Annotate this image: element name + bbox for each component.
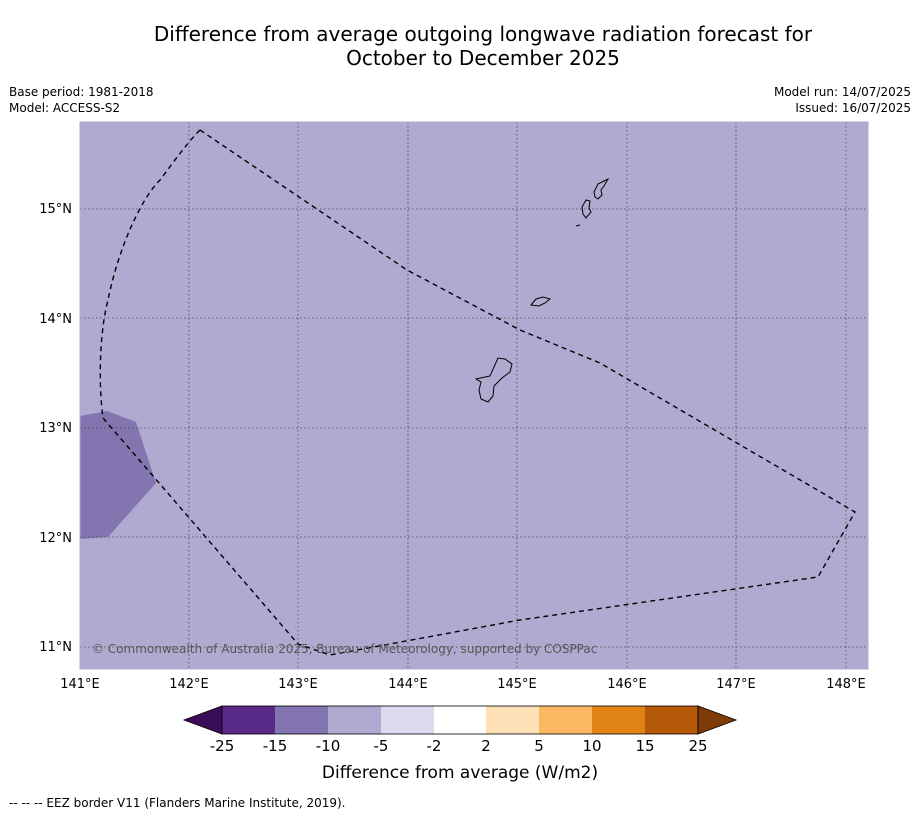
colorbar-segment-8: [592, 706, 645, 734]
colorbar: [182, 705, 738, 735]
colorbar-segment-9: [645, 706, 698, 734]
gridlines: [80, 122, 868, 669]
copyright-text: © Commonwealth of Australia 2025, Bureau…: [92, 642, 597, 656]
cb-tick-label: 10: [582, 737, 601, 755]
cb-tick-label: -2: [427, 737, 442, 755]
issued-date: Issued: 16/07/2025: [795, 101, 911, 115]
colorbar-extend-low: [182, 705, 223, 735]
colorbar-segment-5: [434, 706, 486, 734]
cb-tick-label: 15: [635, 737, 654, 755]
colorbar-label: Difference from average (W/m2): [322, 763, 598, 783]
lon-label-142: 142°E: [169, 677, 209, 692]
cb-tick-label: -15: [263, 737, 288, 755]
cb-tick-label: -5: [374, 737, 389, 755]
lon-label-148: 148°E: [826, 677, 866, 692]
lon-label-145: 145°E: [497, 677, 537, 692]
colorbar-segment-2: [275, 706, 328, 734]
lon-label-147: 147°E: [716, 677, 756, 692]
colorbar-segment-7: [539, 706, 592, 734]
lon-label-143: 143°E: [278, 677, 318, 692]
cb-tick-label: 2: [481, 737, 491, 755]
cb-tick-label: -10: [316, 737, 341, 755]
island-saipan: [593, 177, 610, 200]
title-line-2: October to December 2025: [346, 46, 620, 70]
model-run: Model run: 14/07/2025: [773, 85, 911, 99]
cb-tick-label: 25: [688, 737, 707, 755]
colorbar-outline: [221, 705, 699, 735]
lat-label-15: 15°N: [39, 202, 72, 217]
meta-right: Model run: 14/07/2025 Issued: 16/07/2025: [774, 84, 911, 116]
lon-label-141: 141°E: [60, 677, 100, 692]
island-tinian: [581, 199, 592, 219]
lat-label-12: 12°N: [39, 531, 72, 546]
colorbar-segment-1: [222, 706, 275, 734]
lon-label-146: 146°E: [607, 677, 647, 692]
lat-label-11: 11°N: [39, 640, 72, 655]
eez-border: [99, 129, 856, 656]
cb-tick-label: -25: [210, 737, 235, 755]
lon-label-144: 144°E: [388, 677, 428, 692]
colorbar-segment-3: [328, 706, 381, 734]
colorbar-segment-4: [381, 706, 434, 734]
eez-legend-note: -- -- -- EEZ border V11 (Flanders Marine…: [9, 796, 346, 810]
anomaly-patch: [80, 411, 156, 539]
cb-tick-label: 5: [534, 737, 544, 755]
colorbar-extend-high: [697, 705, 738, 735]
lat-label-13: 13°N: [39, 421, 72, 436]
meta-left: Base period: 1981-2018 Model: ACCESS-S2: [9, 84, 154, 116]
island-aguijan: [575, 224, 581, 227]
map-frame: [79, 121, 869, 670]
model-name: Model: ACCESS-S2: [9, 101, 121, 115]
base-period: Base period: 1981-2018: [9, 85, 154, 99]
map-background: [80, 122, 868, 669]
title-line-1: Difference from average outgoing longwav…: [153, 22, 813, 46]
map-title: Difference from average outgoing longwav…: [0, 22, 919, 70]
island-guam: [474, 357, 513, 403]
islands: [474, 177, 610, 403]
lat-label-14: 14°N: [39, 312, 72, 327]
colorbar-segment-6: [486, 706, 539, 734]
island-rota: [530, 296, 552, 307]
